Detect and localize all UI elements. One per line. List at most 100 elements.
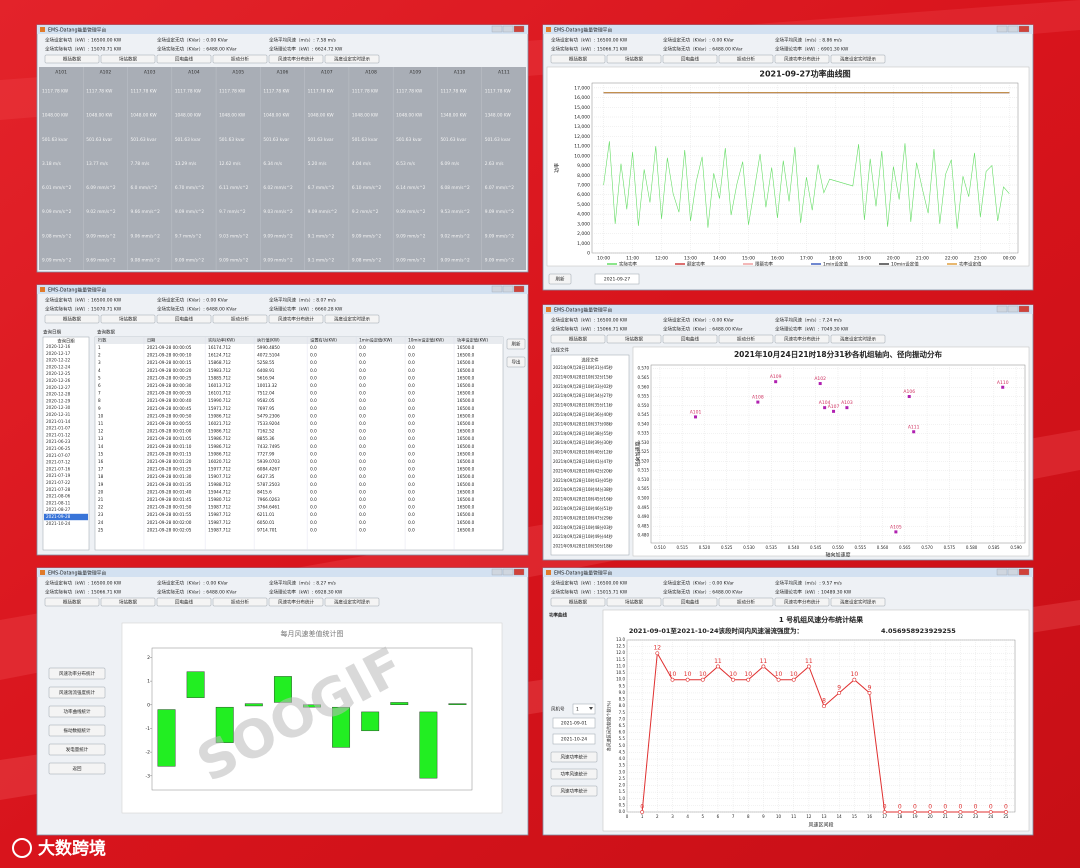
- list-item[interactable]: 2021-01-12: [46, 432, 71, 437]
- window-button[interactable]: [513, 25, 525, 33]
- button[interactable]: [506, 356, 526, 368]
- list-item[interactable]: 2021年09月28日10时40分12秒: [553, 449, 613, 455]
- tab[interactable]: [100, 314, 156, 324]
- list-item[interactable]: 2021年09月28日10时34分27秒: [553, 392, 613, 398]
- tab[interactable]: [268, 597, 324, 607]
- list-item[interactable]: 2021-07-22: [46, 480, 71, 485]
- tab[interactable]: [606, 597, 662, 607]
- tab[interactable]: [606, 334, 662, 344]
- window-button[interactable]: [513, 285, 525, 293]
- list-item[interactable]: 2021-01-07: [46, 426, 71, 431]
- window-button[interactable]: [996, 305, 1008, 313]
- list-item[interactable]: 2020-12-30: [46, 405, 71, 410]
- list-item[interactable]: 2021-10-24: [46, 521, 71, 526]
- tab[interactable]: [718, 597, 774, 607]
- turbine-select[interactable]: [572, 703, 596, 715]
- window-button[interactable]: [1007, 568, 1019, 576]
- tab[interactable]: [774, 54, 830, 64]
- tab[interactable]: [100, 597, 156, 607]
- window-button[interactable]: [1007, 25, 1019, 33]
- tab[interactable]: [830, 597, 886, 607]
- button[interactable]: [550, 785, 598, 797]
- list-item[interactable]: 2021年09月28日10时50分18秒: [553, 543, 613, 549]
- list-item[interactable]: 2021年09月28日10时43分05秒: [553, 477, 613, 483]
- tab[interactable]: [268, 314, 324, 324]
- button[interactable]: [550, 768, 598, 780]
- list-item[interactable]: 2021-08-06: [46, 494, 71, 499]
- list-item[interactable]: 2021年09月28日10时37分08秒: [553, 420, 613, 426]
- list-item[interactable]: 2021-09-28: [46, 514, 71, 519]
- list-item[interactable]: 2021-07-28: [46, 487, 71, 492]
- list-item[interactable]: 2020-12-26: [46, 378, 71, 383]
- tab[interactable]: [830, 334, 886, 344]
- tab[interactable]: [662, 597, 718, 607]
- list-item[interactable]: 2021-08-11: [46, 500, 71, 505]
- list-item[interactable]: 2021年09月28日10时48分03秒: [553, 524, 613, 530]
- button[interactable]: [550, 751, 598, 763]
- tab[interactable]: [662, 334, 718, 344]
- list-item[interactable]: 2021年09月28日10时46分51秒: [553, 505, 613, 511]
- tab[interactable]: [662, 54, 718, 64]
- button[interactable]: [506, 338, 526, 350]
- list-item[interactable]: 2021年09月28日10时38分55秒: [553, 430, 613, 436]
- window-button[interactable]: [502, 285, 514, 293]
- list-item[interactable]: 2021年09月28日10时33分02秒: [553, 383, 613, 389]
- date-field[interactable]: [594, 273, 640, 285]
- tab[interactable]: [324, 314, 380, 324]
- window-button[interactable]: [502, 568, 514, 576]
- tab[interactable]: [156, 314, 212, 324]
- button[interactable]: [48, 667, 106, 680]
- list-item[interactable]: 2021-06-25: [46, 446, 71, 451]
- window-button[interactable]: [996, 25, 1008, 33]
- tab[interactable]: [606, 54, 662, 64]
- window-button[interactable]: [996, 568, 1008, 576]
- window-button[interactable]: [1007, 305, 1019, 313]
- tab[interactable]: [550, 597, 606, 607]
- tab[interactable]: [324, 54, 380, 64]
- tab[interactable]: [44, 54, 100, 64]
- window-button[interactable]: [513, 568, 525, 576]
- tab[interactable]: [718, 54, 774, 64]
- list-item[interactable]: 2021年09月28日10时45分16秒: [553, 496, 613, 502]
- tab[interactable]: [774, 597, 830, 607]
- list-item[interactable]: 2021-06-23: [46, 439, 71, 444]
- tab[interactable]: [156, 54, 212, 64]
- tab[interactable]: [44, 314, 100, 324]
- list-item[interactable]: 2021年09月28日10时44分38秒: [553, 486, 613, 492]
- list-item[interactable]: 2021年09月28日10时49分44秒: [553, 533, 613, 539]
- list-item[interactable]: 2021年09月28日10时35分11秒: [553, 402, 613, 408]
- list-item[interactable]: 2021年09月28日10时41分47秒: [553, 458, 613, 464]
- tab[interactable]: [156, 597, 212, 607]
- button[interactable]: [548, 273, 572, 285]
- list-item[interactable]: 2021-08-27: [46, 507, 71, 512]
- tab[interactable]: [550, 54, 606, 64]
- tab[interactable]: [324, 597, 380, 607]
- list-item[interactable]: 2021-07-07: [46, 453, 71, 458]
- list-item[interactable]: 2021-01-14: [46, 419, 71, 424]
- window-button[interactable]: [1018, 568, 1030, 576]
- window-button[interactable]: [491, 568, 503, 576]
- list-item[interactable]: 2020-12-29: [46, 398, 71, 403]
- list-item[interactable]: 2021年09月28日10时36分40秒: [553, 411, 613, 417]
- window-button[interactable]: [1018, 305, 1030, 313]
- list-item[interactable]: 2020-12-22: [46, 358, 71, 363]
- tab[interactable]: [268, 54, 324, 64]
- list-item[interactable]: 2020-12-27: [46, 385, 71, 390]
- list-item[interactable]: 2021-07-19: [46, 473, 71, 478]
- list-item[interactable]: 2021年09月28日10时47分29秒: [553, 514, 613, 520]
- date-field[interactable]: [552, 733, 596, 745]
- window-button[interactable]: [491, 25, 503, 33]
- list-item[interactable]: 2021年09月28日10时32分15秒: [553, 373, 613, 379]
- list-item[interactable]: 2020-12-31: [46, 412, 71, 417]
- list-item[interactable]: 2020-12-24: [46, 364, 71, 369]
- list-item[interactable]: 2020-12-25: [46, 371, 71, 376]
- window-button[interactable]: [491, 285, 503, 293]
- date-field[interactable]: [552, 717, 596, 729]
- button[interactable]: [48, 762, 106, 775]
- tab[interactable]: [830, 54, 886, 64]
- list-item[interactable]: 2021-07-12: [46, 460, 71, 465]
- list-item[interactable]: 2020-12-16: [46, 344, 71, 349]
- tab[interactable]: [212, 597, 268, 607]
- list-item[interactable]: 2020-12-17: [46, 351, 71, 356]
- button[interactable]: [48, 686, 106, 699]
